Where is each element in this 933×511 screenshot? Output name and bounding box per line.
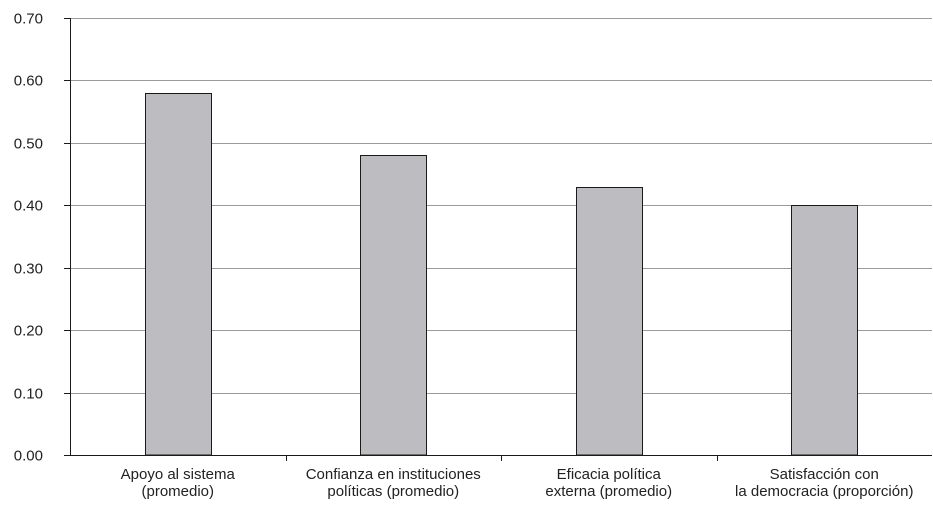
axes	[64, 18, 932, 461]
bar	[360, 155, 427, 456]
bar	[791, 205, 858, 456]
bars	[145, 93, 858, 456]
x-category-label: Confianza en instituciones	[306, 466, 481, 483]
bar	[145, 93, 212, 456]
y-tick-label: 0.10	[14, 386, 43, 403]
y-tick-label: 0.20	[14, 323, 43, 340]
y-tick-labels: 0.00 0.10 0.20 0.30 0.40 0.50 0.60 0.70	[14, 11, 43, 465]
y-tick-label: 0.30	[14, 261, 43, 278]
y-tick-label: 0.00	[14, 448, 43, 465]
x-category-label: la democracia (proporción)	[735, 483, 913, 500]
x-category-label: (promedio)	[141, 483, 214, 500]
y-tick-label: 0.50	[14, 136, 43, 153]
y-tick-label: 0.40	[14, 198, 43, 215]
x-category-label: Satisfacción con	[770, 466, 879, 483]
gridlines	[70, 18, 932, 394]
x-category-label: externa (promedio)	[545, 483, 672, 500]
x-category-label: Apoyo al sistema	[121, 466, 236, 483]
x-category-labels: Apoyo al sistema(promedio) Confianza en i…	[121, 466, 914, 500]
y-tick-label: 0.70	[14, 11, 43, 28]
x-category-label: políticas (promedio)	[327, 483, 459, 500]
y-tick-label: 0.60	[14, 73, 43, 90]
bar	[576, 187, 643, 456]
x-category-label: Eficacia política	[557, 466, 662, 483]
